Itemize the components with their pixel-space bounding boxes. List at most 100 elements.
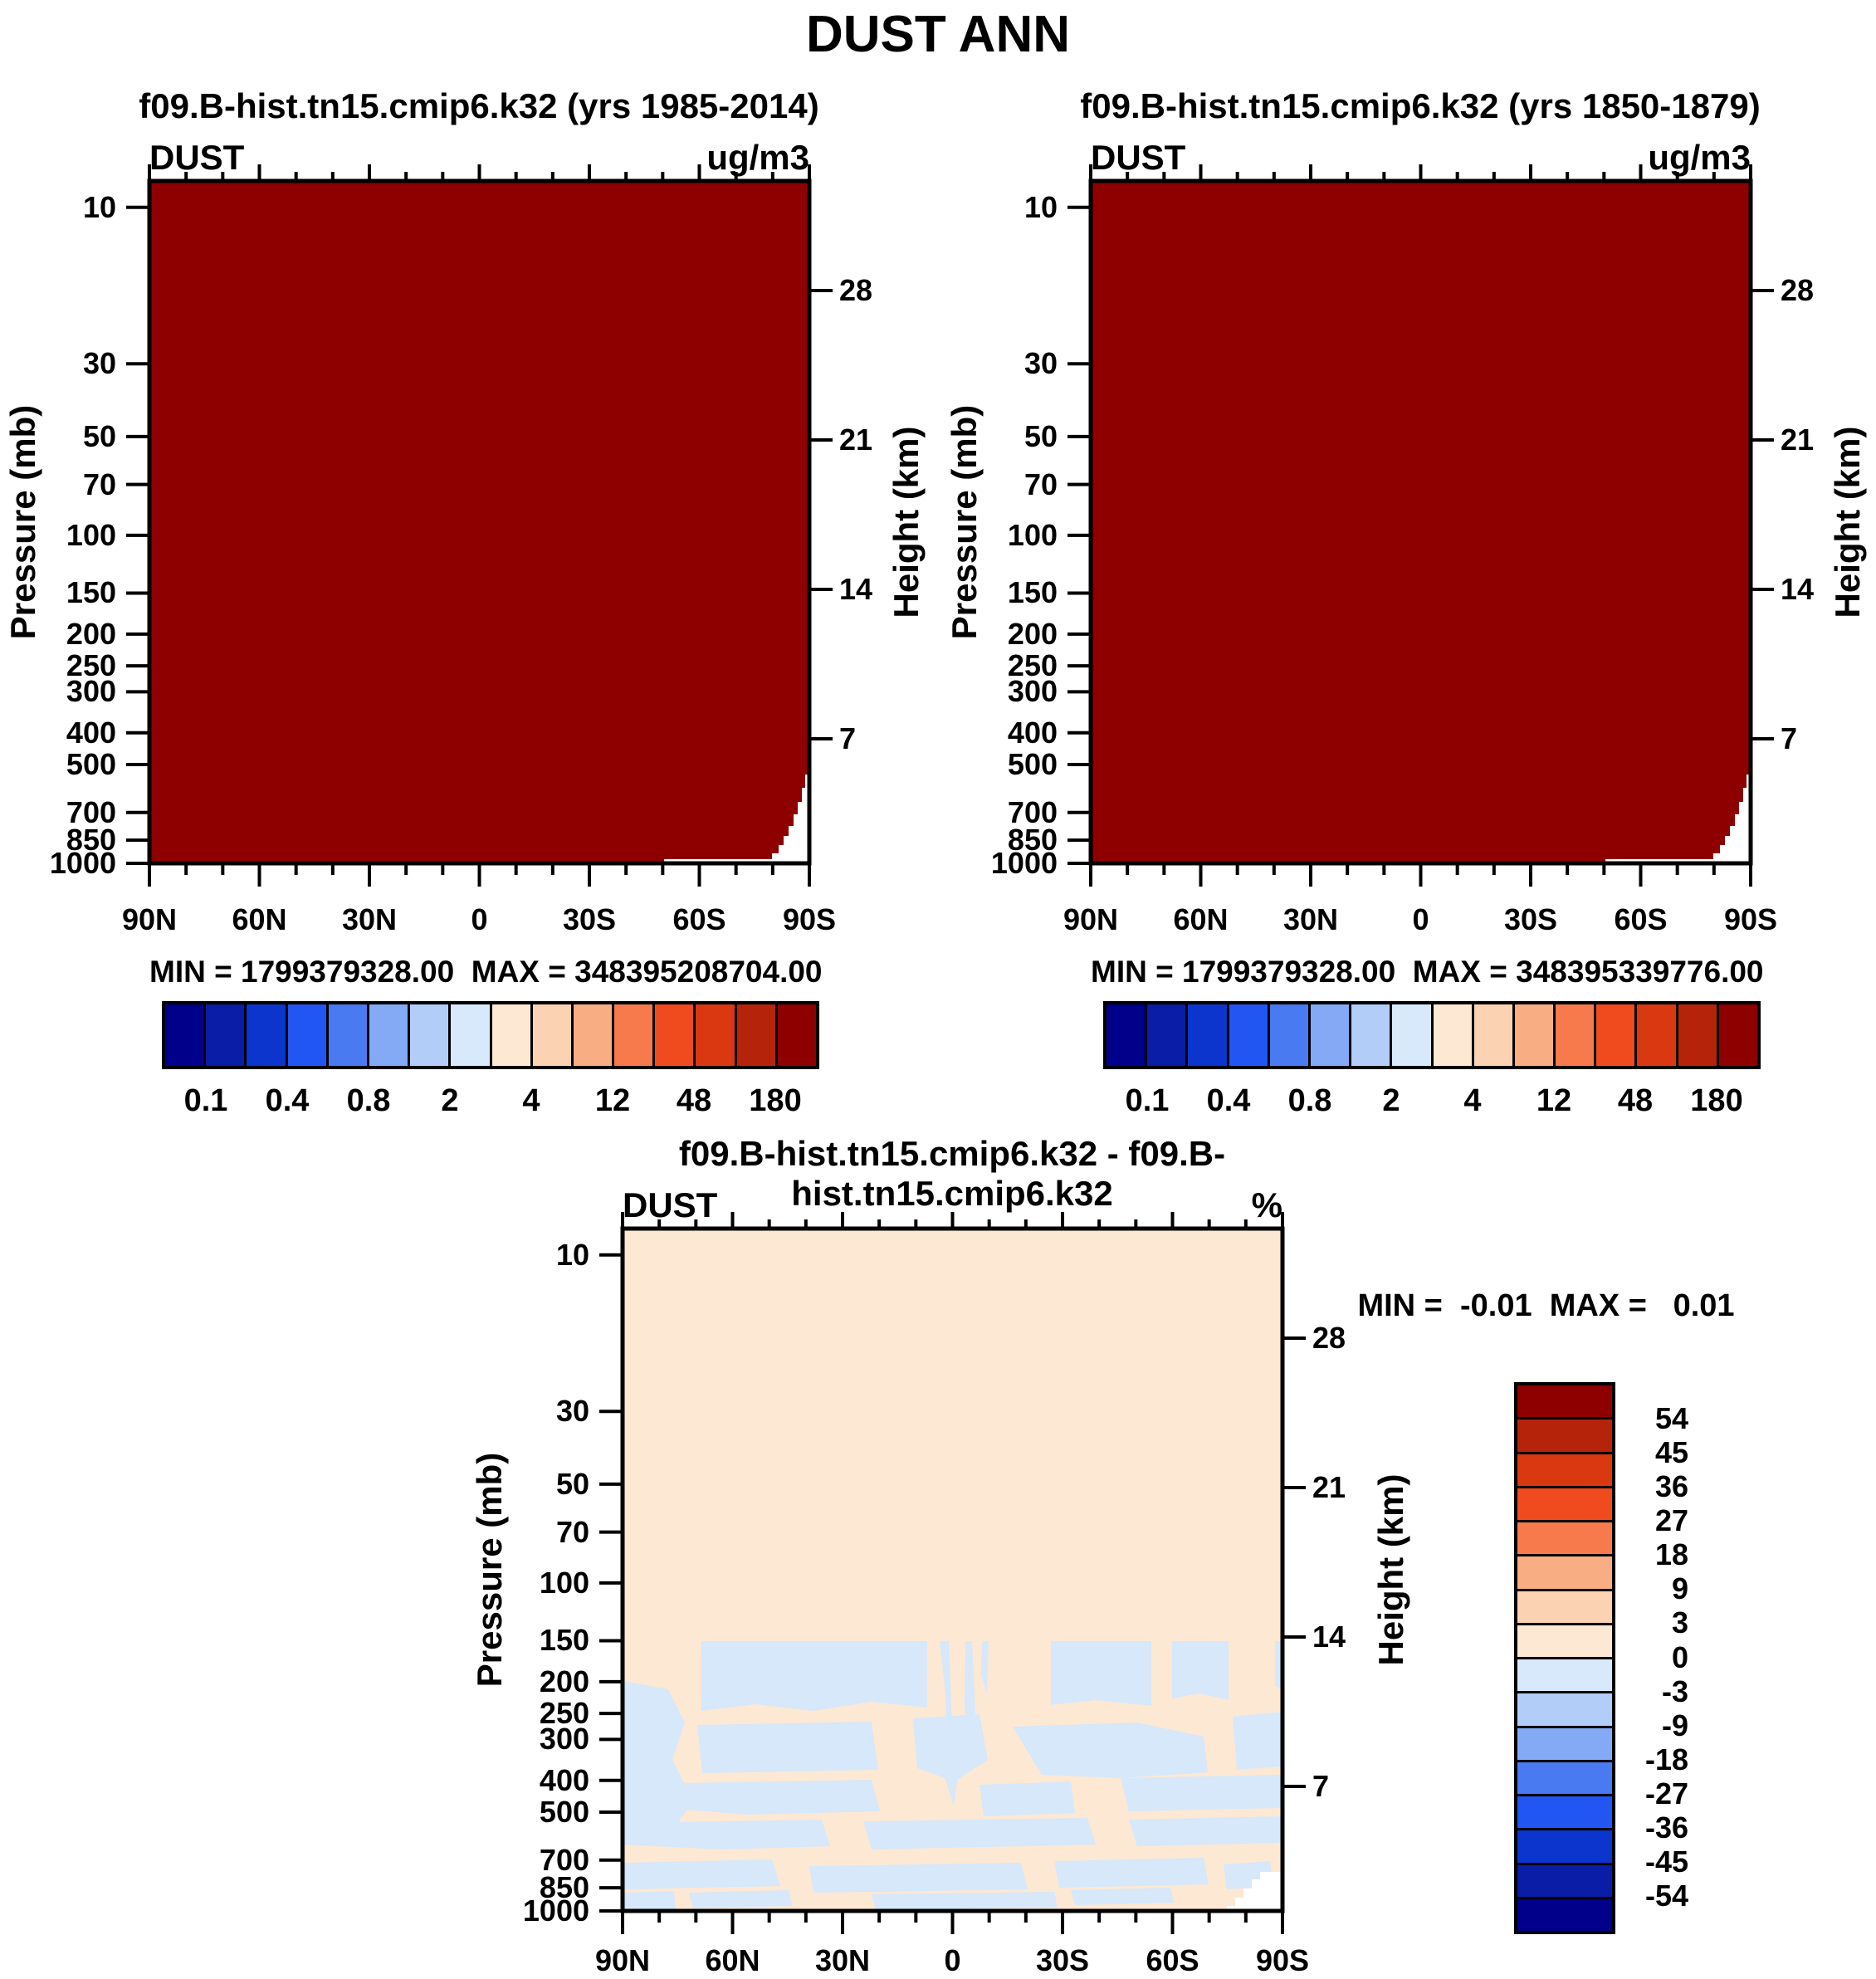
diff-field-negative-patch <box>1172 1641 1229 1700</box>
colorbar-cell <box>1107 1004 1148 1066</box>
dust-field <box>1091 181 1751 863</box>
diff-field-negative-patch <box>872 1892 1058 1910</box>
colorbar-tick-label: 27 <box>1654 1503 1688 1538</box>
colorbar-tick-label: -45 <box>1644 1844 1688 1879</box>
colorbar-cell <box>1269 1004 1311 1066</box>
colorbar-tick-label: -18 <box>1644 1742 1688 1776</box>
colorbar-tick-label: 9 <box>1671 1571 1688 1606</box>
panel-a-plot <box>126 164 833 887</box>
colorbar-tick-label: 180 <box>749 1083 802 1118</box>
colorbar-cell <box>736 1004 778 1066</box>
pressure-tick-label: 150 <box>1007 575 1058 610</box>
lat-tick-label: 60S <box>1146 1943 1199 1977</box>
panel-b-subtitle: f09.B-hist.tn15.cmip6.k32 (yrs 1850-1879… <box>1080 86 1761 125</box>
panel-b-plot <box>1067 164 1774 887</box>
lat-tick-label: 90N <box>1063 902 1119 936</box>
colorbar-tick-label: 0 <box>1671 1639 1688 1674</box>
panel-a-units-label: ug/m3 <box>706 138 809 177</box>
lat-tick-label: 60N <box>705 1943 760 1977</box>
colorbar-tick-label: 0.8 <box>346 1083 391 1118</box>
colorbar-cell <box>1517 1488 1612 1522</box>
panel-a-subtitle: f09.B-hist.tn15.cmip6.k32 (yrs 1985-2014… <box>139 86 819 125</box>
colorbar-cell <box>1310 1004 1352 1066</box>
colorbar-cell <box>1517 1659 1612 1694</box>
colorbar-tick-label: -9 <box>1661 1708 1688 1742</box>
colorbar-cell <box>1517 1762 1612 1796</box>
panel-b-height-axis-title: Height (km) <box>1828 426 1867 618</box>
plot-frame <box>1088 178 1753 866</box>
colorbar-cell <box>777 1004 816 1066</box>
pressure-tick-label: 700 <box>66 794 116 829</box>
colorbar-tick-label: 0.1 <box>1125 1083 1170 1118</box>
colorbar-tick-label: -27 <box>1644 1776 1688 1810</box>
colorbar-cell <box>1517 1454 1612 1488</box>
terrain-notch <box>1605 774 1751 863</box>
lat-tick-label: 60S <box>672 902 726 936</box>
pressure-tick-label: 500 <box>1007 747 1058 782</box>
height-tick-label: 28 <box>1781 273 1815 307</box>
lat-tick-label: 90N <box>121 902 178 936</box>
colorbar-cell <box>1351 1004 1393 1066</box>
colorbar-tick-label: 2 <box>1382 1083 1400 1118</box>
pressure-tick-label: 150 <box>66 575 116 610</box>
colorbar-tick-label: 3 <box>1671 1605 1688 1640</box>
pressure-tick-label: 250 <box>1007 648 1058 683</box>
diff-field-negative-patch <box>681 1780 880 1815</box>
lat-tick-label: 30S <box>562 902 617 936</box>
colorbar-cell <box>1147 1004 1189 1066</box>
colorbar-cell <box>1473 1004 1515 1066</box>
colorbar-cell <box>1517 1864 1612 1899</box>
pressure-tick-label: 200 <box>539 1664 589 1698</box>
panel-c-subtitle: f09.B-hist.tn15.cmip6.k32 - f09.B-hist.t… <box>678 1134 1226 1213</box>
diff-field-negative-patch <box>623 1891 676 1911</box>
pressure-tick-label: 850 <box>1007 823 1058 858</box>
pressure-tick-label: 30 <box>555 1394 589 1429</box>
panel-b-colorbar <box>1103 1001 1761 1069</box>
colorbar-cell <box>1517 1385 1612 1420</box>
pressure-tick-label: 1000 <box>522 1893 589 1928</box>
colorbar-cell <box>491 1004 533 1066</box>
colorbar-cell <box>1517 1556 1612 1591</box>
colorbar-tick-label: 2 <box>441 1083 459 1118</box>
panel-c-minmax: MIN = -0.01 MAX = 0.01 <box>1357 1288 1735 1323</box>
height-tick-label: 21 <box>839 423 873 457</box>
diff-field-negative-patch <box>623 1820 830 1850</box>
panel-b-units-label: ug/m3 <box>1648 138 1751 177</box>
height-tick-label: 28 <box>1312 1321 1346 1355</box>
diff-field-negative-patch <box>623 1859 780 1889</box>
colorbar-cell <box>247 1004 288 1066</box>
lat-tick-label: 90S <box>1255 1943 1310 1977</box>
lat-tick-label: 30N <box>341 902 398 936</box>
colorbar-tick-label: 0.4 <box>265 1083 310 1118</box>
colorbar-cell <box>1514 1004 1556 1066</box>
colorbar-cell <box>655 1004 696 1066</box>
colorbar-cell <box>451 1004 492 1066</box>
pressure-tick-label: 200 <box>66 616 116 651</box>
colorbar-tick-label: 45 <box>1654 1435 1688 1470</box>
lat-tick-label: 90S <box>782 902 837 936</box>
panel-c-height-axis-title: Height (km) <box>1371 1473 1410 1666</box>
colorbar-cell <box>614 1004 656 1066</box>
height-tick-label: 7 <box>1781 721 1798 755</box>
pressure-tick-label: 50 <box>555 1466 589 1501</box>
panel-b-minmax: MIN = 1799379328.00 MAX = 348395339776.0… <box>1091 955 1764 989</box>
height-tick-label: 14 <box>1781 572 1815 606</box>
colorbar-tick-label: -36 <box>1644 1810 1688 1845</box>
colorbar-cell <box>328 1004 369 1066</box>
pressure-tick-label: 250 <box>539 1696 589 1731</box>
terrain-notch <box>664 774 809 863</box>
diff-field-negative-patch <box>1071 1888 1174 1905</box>
colorbar-cell <box>1517 1830 1612 1865</box>
pressure-tick-label: 10 <box>1023 189 1058 224</box>
colorbar-cell <box>1596 1004 1638 1066</box>
height-tick-label: 7 <box>839 721 857 755</box>
colorbar-tick-label: 0.1 <box>183 1083 228 1118</box>
panel-c-units-label: % <box>1251 1185 1282 1224</box>
lat-tick-label: 0 <box>1412 902 1429 936</box>
pressure-tick-label: 400 <box>1007 715 1058 750</box>
diff-field-negative-patch <box>1233 1712 1282 1770</box>
colorbar-cell <box>1188 1004 1229 1066</box>
pressure-tick-label: 300 <box>1007 674 1058 709</box>
panel-a-height-axis-title: Height (km) <box>887 426 926 618</box>
colorbar-cell <box>165 1004 207 1066</box>
